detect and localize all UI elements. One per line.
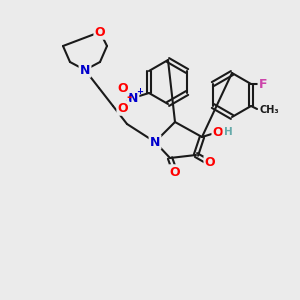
Text: N: N (150, 136, 160, 148)
Text: N: N (80, 64, 90, 76)
Text: H: H (224, 127, 232, 137)
Text: O: O (205, 157, 215, 169)
Text: +: + (136, 87, 143, 96)
Text: O: O (213, 125, 223, 139)
Text: O: O (95, 26, 105, 38)
Text: -: - (126, 91, 131, 104)
Text: O: O (118, 101, 128, 115)
Text: CH₃: CH₃ (259, 105, 279, 115)
Text: F: F (259, 77, 267, 91)
Text: N: N (128, 92, 138, 104)
Text: O: O (170, 166, 180, 178)
Text: O: O (118, 82, 128, 94)
